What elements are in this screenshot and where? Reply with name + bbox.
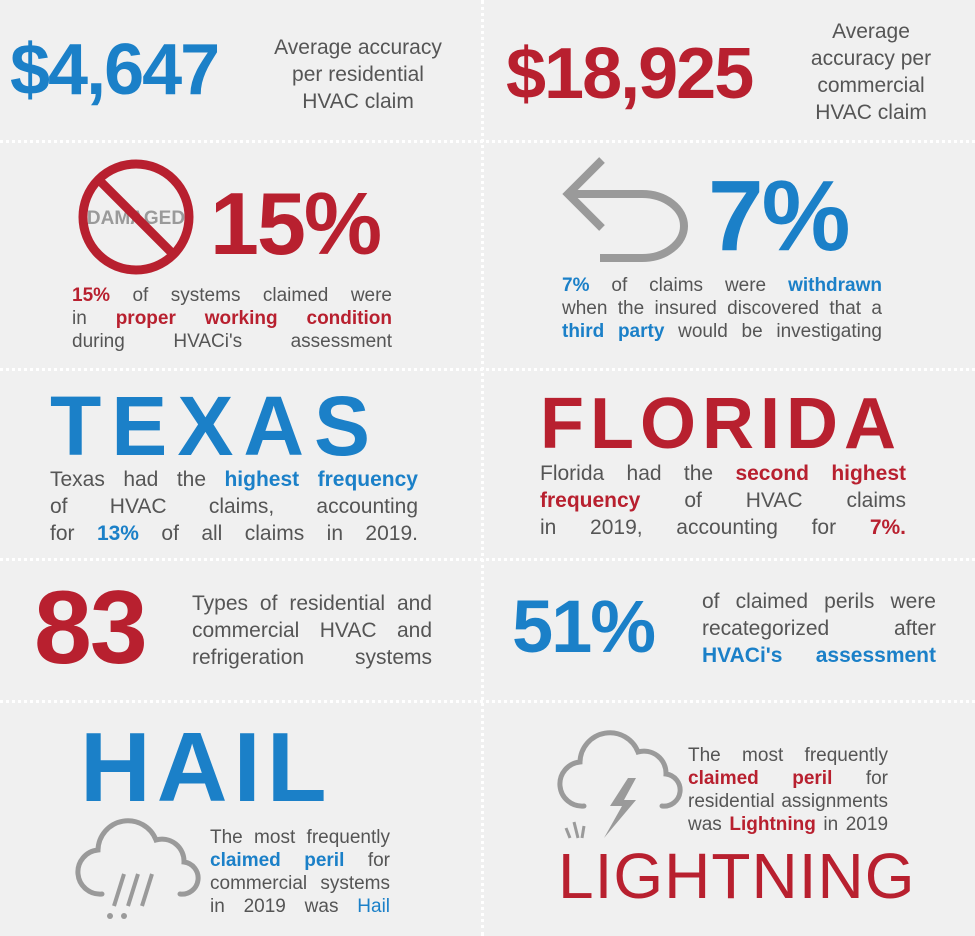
row-divider-3 — [0, 558, 975, 561]
recategorized-desc: of claimed perils were recategorized aft… — [702, 588, 936, 669]
withdrawn-highlight: third party — [562, 321, 665, 342]
florida-highlight: second highest — [735, 462, 906, 485]
working-desc: 15% of systems claimed were in proper wo… — [72, 284, 392, 353]
recategorized-value: 51% — [512, 585, 656, 668]
working-lead: 15% — [72, 285, 111, 306]
types-value: 83 — [34, 570, 148, 686]
commercial-desc-line: accuracy per — [810, 47, 932, 70]
working-value: 15% — [210, 174, 382, 273]
row-divider-4 — [0, 700, 975, 703]
texas-desc: Texas had the highest frequency of HVAC … — [50, 466, 418, 547]
recategorized-highlight: HVACi's assessment — [702, 644, 936, 667]
withdrawn-desc: 7% of claims were withdrawn when the ins… — [562, 274, 882, 343]
florida-desc: Florida had the second highest frequency… — [540, 460, 906, 541]
working-text: in — [72, 308, 87, 329]
lightning-highlight: claimed peril — [688, 768, 833, 789]
commercial-desc: Average accuracy per commercial HVAC cla… — [796, 18, 946, 126]
commercial-desc-line: Average — [832, 20, 910, 43]
hail-text: commercial systems — [210, 873, 390, 894]
hail-desc: The most frequently claimed peril for co… — [210, 826, 390, 918]
commercial-desc-line: HVAC claim — [815, 101, 927, 124]
withdrawn-text: would be investigating — [678, 321, 882, 342]
types-desc: Types of residential and commercial HVAC… — [192, 590, 432, 671]
texas-highlight: highest frequency — [224, 468, 418, 491]
texas-text: for — [50, 522, 75, 545]
florida-title: FLORIDA — [540, 384, 902, 464]
lightning-text: was — [688, 814, 722, 835]
working-highlight: proper working condition — [115, 308, 392, 329]
hail-cloud-icon — [72, 816, 201, 926]
commercial-value: $18,925 — [506, 34, 754, 114]
texas-text: Texas had the — [50, 468, 207, 491]
residential-desc: Average accuracy per residential HVAC cl… — [262, 34, 454, 115]
florida-text: in 2019, accounting for — [540, 516, 837, 539]
recategorized-text: recategorized after — [702, 617, 936, 640]
withdrawn-value: 7% — [708, 160, 851, 272]
lightning-desc: The most frequently claimed peril for re… — [688, 744, 888, 836]
lightning-text: for — [865, 768, 888, 789]
types-desc-line: Types of residential and — [192, 592, 432, 615]
residential-value: $4,647 — [10, 30, 220, 110]
hail-text: The most frequently — [210, 827, 390, 848]
hail-text: in 2019 was — [210, 896, 339, 917]
florida-text: Florida had the — [540, 462, 714, 485]
damaged-prohibited-icon: DAMAGED — [76, 158, 196, 276]
row-divider-2 — [0, 368, 975, 371]
texas-text: of all claims in 2019. — [161, 522, 418, 545]
lightning-text: residential assignments — [688, 791, 888, 812]
lightning-highlight: Lightning — [729, 814, 816, 835]
florida-highlight: 7%. — [869, 516, 907, 539]
residential-desc-line: Average accuracy — [274, 36, 442, 59]
lightning-text: The most frequently — [688, 745, 888, 766]
working-text: during HVACi's assessment — [72, 331, 392, 352]
row-divider-1 — [0, 140, 975, 143]
withdrawn-highlight: withdrawn — [788, 275, 883, 296]
texas-title: TEXAS — [50, 379, 381, 473]
types-desc-line: refrigeration systems — [192, 646, 432, 669]
residential-desc-line: per residential — [292, 63, 424, 86]
commercial-desc-line: commercial — [817, 74, 925, 97]
hail-highlight: Hail — [357, 896, 391, 917]
withdrawn-text: when the insured discovered that a — [562, 298, 882, 319]
withdrawn-lead: 7% — [562, 275, 590, 296]
lightning-title: LIGHTNING — [558, 840, 916, 912]
hail-text: for — [367, 850, 390, 871]
center-divider — [481, 0, 484, 936]
types-desc-line: commercial HVAC and — [192, 619, 432, 642]
texas-text: of HVAC claims, accounting — [50, 495, 418, 518]
residential-desc-line: HVAC claim — [302, 90, 414, 113]
lightning-text: in 2019 — [823, 814, 889, 835]
lightning-cloud-icon — [556, 730, 683, 844]
texas-highlight: 13% — [96, 522, 139, 545]
florida-text: of HVAC claims — [684, 489, 906, 512]
florida-highlight: frequency — [540, 489, 641, 512]
working-text: of systems claimed were — [132, 285, 392, 306]
hail-highlight: claimed peril — [210, 850, 345, 871]
withdrawn-text: of claims were — [611, 275, 767, 296]
return-arrow-icon — [560, 152, 690, 264]
recategorized-text: of claimed perils were — [702, 590, 936, 613]
hail-title: HAIL — [80, 712, 333, 822]
